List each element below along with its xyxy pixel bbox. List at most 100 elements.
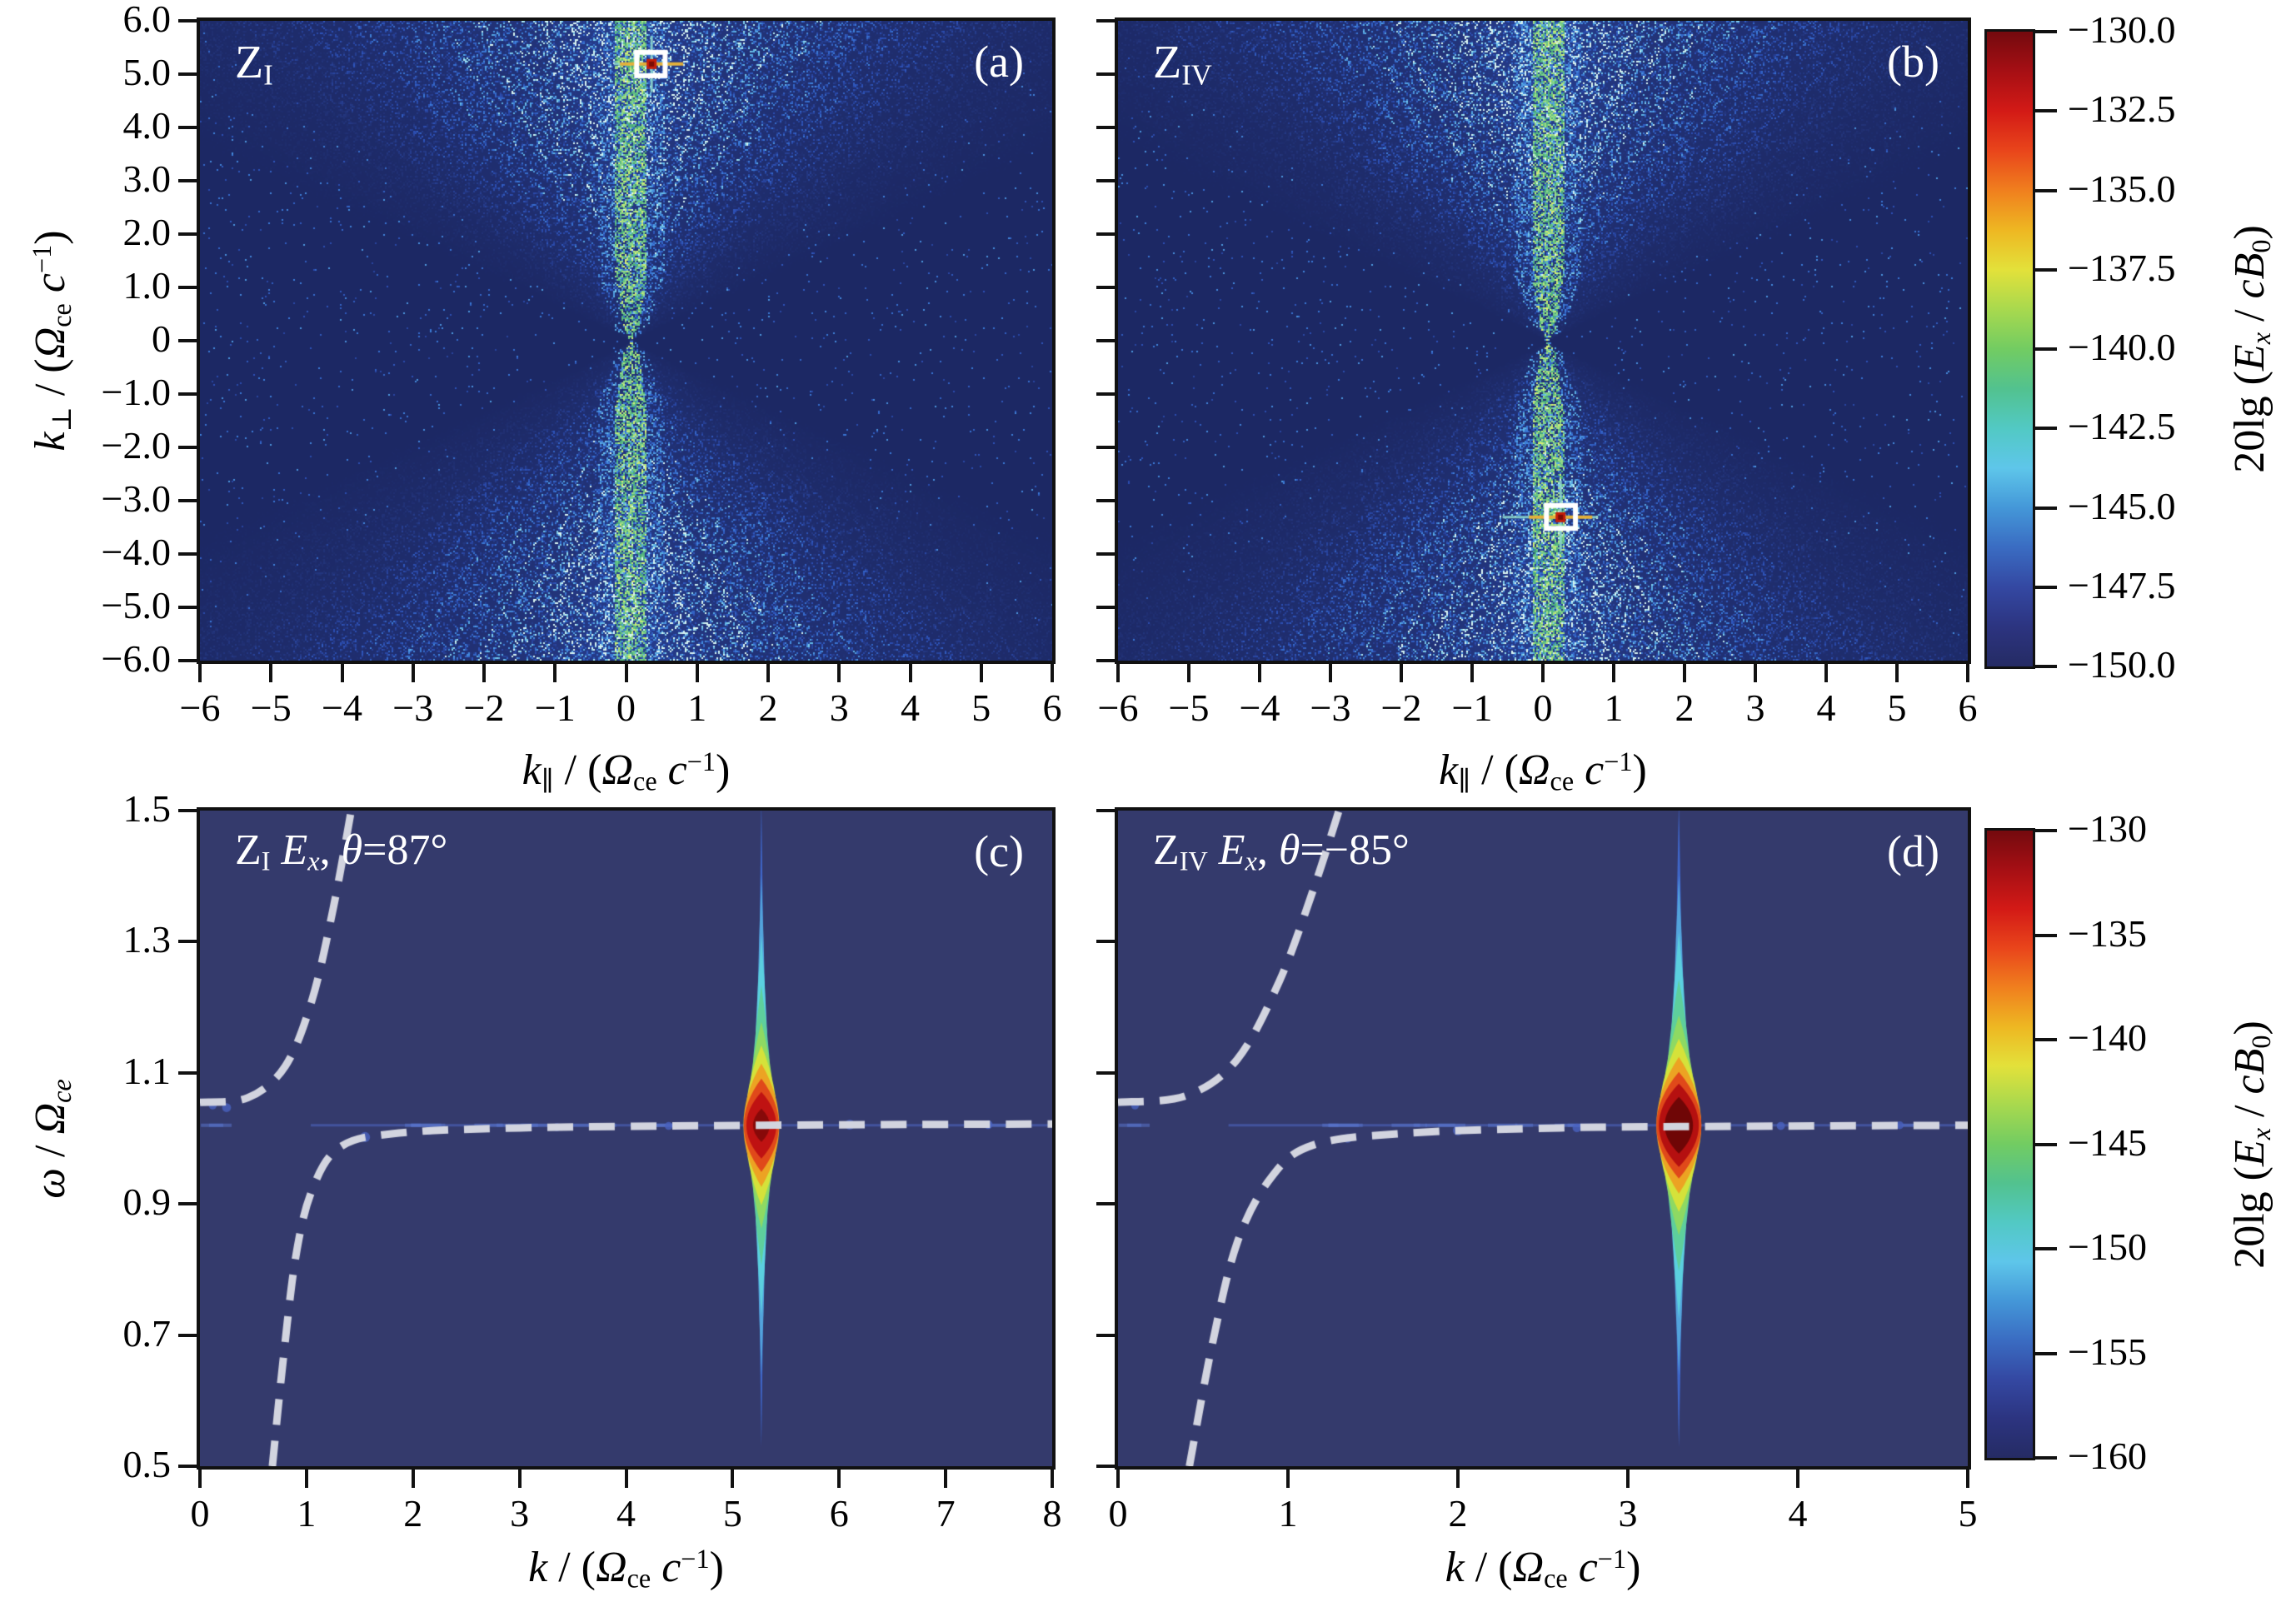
tick-mark <box>178 659 197 662</box>
tick-mark <box>837 1470 841 1488</box>
panel-a-kspace: ZI (a) <box>197 17 1056 664</box>
label-segment: x <box>2245 332 2276 345</box>
tick-mark <box>178 809 197 812</box>
tick-mark <box>1096 499 1115 502</box>
tick-mark <box>1096 1202 1115 1206</box>
label-segment: ce <box>1544 1563 1568 1594</box>
y-tick-label: 2.0 <box>122 211 172 253</box>
x-tick-label: 0 <box>1533 686 1553 729</box>
x-tick-label: 5 <box>1887 686 1907 729</box>
y-tick-label: −1.0 <box>101 371 171 413</box>
label-segment: Z <box>1153 37 1182 88</box>
tick-mark <box>1626 1470 1630 1488</box>
panel-c-dispersion: ZI Ex, θ=87° (c) <box>197 807 1056 1470</box>
x-tick-label: 4 <box>616 1492 636 1535</box>
label-segment: θ <box>341 826 363 874</box>
tick-mark <box>178 179 197 182</box>
y-tick-label: −3.0 <box>101 477 171 520</box>
x-tick-label: 5 <box>1958 1492 1978 1535</box>
label-segment: −1 <box>681 1543 710 1574</box>
y-axis-label-omega: ω / Ωce <box>26 1079 77 1198</box>
colorbar-tick-label: −130.0 <box>2068 8 2176 51</box>
tick-mark <box>695 664 699 682</box>
tick-mark <box>1116 1470 1120 1488</box>
x-tick-label: −4 <box>1239 686 1280 729</box>
tick-mark <box>944 1470 948 1488</box>
tick-mark <box>1096 809 1115 812</box>
label-segment: 20lg ( <box>2226 1165 2274 1269</box>
colorbar-bottom <box>1984 828 2035 1460</box>
tick-mark <box>2035 427 2057 431</box>
label-segment: ce <box>633 766 657 796</box>
panel-b-corner-label: (b) <box>1887 37 1939 87</box>
label-segment: x <box>307 846 320 876</box>
tick-mark <box>1096 1465 1115 1468</box>
label-segment: / ( <box>547 1544 596 1591</box>
colorbar-tick-label: −142.5 <box>2068 405 2176 448</box>
x-axis-label-kpar-b: k∥ / (Ωce c−1) <box>1439 746 1647 797</box>
colorbar-tick-label: −150 <box>2068 1225 2147 1268</box>
colorbar-tick-label: −132.5 <box>2068 87 2176 131</box>
tick-mark <box>1096 72 1115 76</box>
label-segment: ) <box>716 746 731 794</box>
label-segment: / ( <box>553 746 602 794</box>
x-tick-label: −2 <box>463 686 505 729</box>
colorbar-tick-label: −140.0 <box>2068 326 2176 368</box>
tick-mark <box>2035 347 2057 351</box>
colorbar-tick-label: −135 <box>2068 911 2147 955</box>
tick-mark <box>1096 19 1115 22</box>
tick-mark <box>1096 1333 1115 1337</box>
label-segment: Z <box>235 826 262 874</box>
x-tick-label: 7 <box>936 1492 956 1535</box>
x-tick-label: 4 <box>901 686 920 729</box>
tick-mark <box>624 1470 628 1488</box>
tick-mark <box>2035 267 2057 272</box>
tick-mark <box>1096 232 1115 236</box>
x-tick-label: 6 <box>1958 686 1978 729</box>
panel-c-corner-label: (c) <box>974 826 1024 876</box>
label-segment: Ω <box>27 1102 75 1135</box>
colorbar-tick-label: −150.0 <box>2068 643 2176 686</box>
x-tick-label: −2 <box>1380 686 1422 729</box>
tick-mark <box>1895 664 1899 682</box>
label-segment: ) <box>709 1544 724 1591</box>
tick-mark <box>1754 664 1757 682</box>
tick-mark <box>2035 188 2057 192</box>
colorbar-tick-label: −140 <box>2068 1016 2147 1059</box>
label-segment: E <box>1218 826 1245 874</box>
label-segment: Z <box>1153 826 1180 874</box>
tick-mark <box>2035 506 2057 510</box>
x-tick-label: 2 <box>1448 1492 1468 1535</box>
panel-a-corner-label: (a) <box>974 37 1024 87</box>
x-tick-label: 5 <box>971 686 991 729</box>
x-tick-label: −3 <box>1310 686 1351 729</box>
label-segment: c <box>2226 1074 2274 1095</box>
label-segment: IV <box>1181 58 1212 92</box>
label-segment: k <box>522 746 542 794</box>
tick-mark <box>1096 392 1115 396</box>
tick-mark <box>1470 664 1474 682</box>
y-tick-label: 5.0 <box>122 51 172 93</box>
tick-mark <box>2035 30 2057 33</box>
label-segment: k <box>1439 746 1459 794</box>
tick-mark <box>178 1070 197 1075</box>
panel-b-tag: ZIV <box>1153 36 1212 92</box>
x-tick-label: 5 <box>722 1492 742 1535</box>
tick-mark <box>1096 940 1115 944</box>
y-tick-label: −6.0 <box>101 637 171 680</box>
colorbar-tick-label: −145 <box>2068 1120 2147 1164</box>
tick-mark <box>2035 109 2057 113</box>
tick-mark <box>2035 1351 2057 1355</box>
label-segment: −1 <box>1597 1543 1627 1574</box>
label-segment: c <box>1578 1544 1598 1591</box>
x-axis-label-k-d: k / (Ωce c−1) <box>1445 1543 1641 1595</box>
tick-mark <box>178 286 197 289</box>
tick-mark <box>2035 829 2057 832</box>
tick-mark <box>1456 1470 1460 1488</box>
x-tick-label: −1 <box>534 686 576 729</box>
tick-mark <box>178 339 197 342</box>
tick-mark <box>178 1202 197 1206</box>
x-tick-label: 3 <box>829 686 849 729</box>
panel-b-kspace: ZIV (b) <box>1115 17 1971 664</box>
tick-mark <box>178 446 197 449</box>
